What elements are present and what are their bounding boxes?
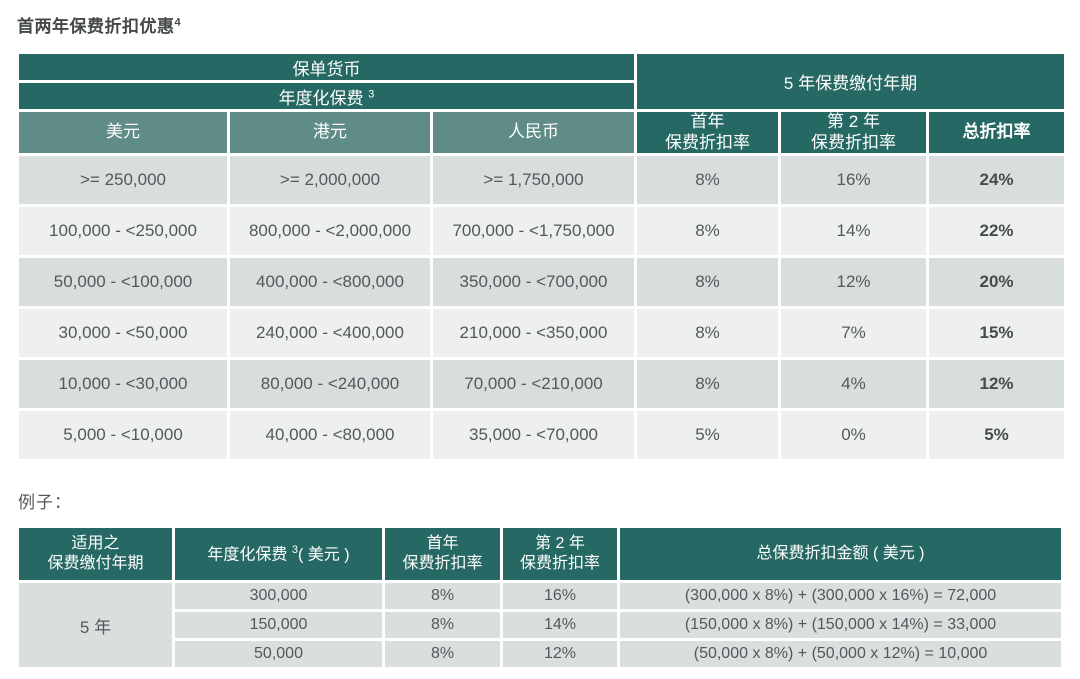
cell-rmb-range: >= 1,750,000 [430,153,637,208]
cell-usd-range: 5,000 - <10,000 [16,408,230,463]
header-annualized-premium: 年度化保费 3 [16,80,637,112]
cell-first-year-rate: 8% [634,153,781,208]
header-applicable-term-line2: 保费缴付年期 [47,555,144,573]
table-row: 5,000 - <10,000 40,000 - <80,000 35,000 … [16,408,1068,463]
page-title-footnote: 4 [174,16,182,29]
header-second-year-rate: 第 2 年 保费折扣率 [500,525,620,584]
cell-hkd-range: 40,000 - <80,000 [227,408,433,463]
table-row: 50,000 - <100,000 400,000 - <800,000 350… [16,255,1068,310]
cell-rmb-range: 350,000 - <700,000 [430,255,637,310]
table-header-row: 保单货币 5 年保费缴付年期 [16,51,1068,112]
cell-usd-range: 30,000 - <50,000 [16,306,230,361]
cell-rmb-range: 700,000 - <1,750,000 [430,204,637,259]
header-first-year-rate: 首年 保费折扣率 [634,108,781,157]
cell-total-rate: 5% [925,408,1068,463]
cell-second-year-rate: 16% [778,153,929,208]
cell-premium: 50,000 [172,638,385,671]
table-row: >= 250,000 >= 2,000,000 >= 1,750,000 8% … [16,153,1068,208]
cell-second-year-rate: 12% [500,638,620,671]
header-usd: 美元 [16,108,230,157]
page-title: 首两年保费折扣优惠4 [17,12,1064,37]
cell-total-rate: 22% [925,204,1068,259]
cell-total-rate: 20% [925,255,1068,310]
cell-total-rate: 24% [925,153,1068,208]
header-second-year-line2: 保费折扣率 [811,132,896,152]
cell-hkd-range: 240,000 - <400,000 [227,306,433,361]
header-second-year-line2: 保费折扣率 [519,555,600,573]
cell-usd-range: 10,000 - <30,000 [16,357,230,412]
header-total-rate: 总折扣率 [925,108,1068,157]
header-first-year-line2: 保费折扣率 [402,555,483,573]
cell-discount-formula: (150,000 x 8%) + (150,000 x 14%) = 33,00… [617,609,1064,642]
header-annualized-premium-text: 年度化保费 [207,546,288,564]
example-label: 例子： [18,493,72,513]
header-annualized-premium-footnote: 3 [291,543,299,556]
cell-second-year-rate: 7% [778,306,929,361]
header-first-year-rate: 首年 保费折扣率 [382,525,503,584]
table-header-row: 适用之 保费缴付年期 年度化保费 3( 美元 ) 首年 保费折扣率 第 2 年 … [16,525,1064,584]
table-row: 30,000 - <50,000 240,000 - <400,000 210,… [16,306,1068,361]
cell-discount-formula: (300,000 x 8%) + (300,000 x 16%) = 72,00… [617,580,1064,613]
header-first-year-line1: 首年 [690,112,725,131]
header-applicable-term-line1: 适用之 [71,535,120,553]
example-table: 适用之 保费缴付年期 年度化保费 3( 美元 ) 首年 保费折扣率 第 2 年 … [16,525,1064,671]
cell-first-year-rate: 8% [634,306,781,361]
cell-second-year-rate: 14% [778,204,929,259]
table-header-row: 年度化保费 3 [16,80,1066,112]
header-second-year-line1: 第 2 年 [827,112,880,131]
cell-hkd-range: 80,000 - <240,000 [227,357,433,412]
cell-rmb-range: 35,000 - <70,000 [430,408,637,463]
header-total-discount-amount: 总保费折扣金额 ( 美元 ) [617,525,1064,584]
cell-second-year-rate: 0% [778,408,929,463]
cell-discount-formula: (50,000 x 8%) + (50,000 x 12%) = 10,000 [617,638,1064,671]
cell-usd-range: 100,000 - <250,000 [16,204,230,259]
table-header-row: 美元 港元 人民币 首年 保费折扣率 第 2 年 保费折扣率 总折扣率 [16,108,1068,157]
header-applicable-term: 适用之 保费缴付年期 [16,525,175,584]
cell-total-rate: 15% [925,306,1068,361]
cell-first-year-rate: 8% [382,609,503,642]
cell-payment-term: 5 年 [16,580,175,671]
header-hkd: 港元 [227,108,433,157]
table-row: 50,000 8% 12% (50,000 x 8%) + (50,000 x … [18,638,1064,671]
header-rmb: 人民币 [430,108,637,157]
header-annualized-premium-usd: 年度化保费 3( 美元 ) [172,525,385,584]
cell-first-year-rate: 8% [634,204,781,259]
header-policy-currency: 保单货币 [16,51,637,83]
header-annualized-premium-text: 年度化保费 [278,88,364,108]
cell-usd-range: 50,000 - <100,000 [16,255,230,310]
header-first-year-line2: 保费折扣率 [665,132,750,152]
header-annualized-premium-unit: ( 美元 ) [298,546,350,564]
header-payment-term: 5 年保费缴付年期 [633,51,1068,112]
cell-rmb-range: 70,000 - <210,000 [430,357,637,412]
cell-second-year-rate: 4% [778,357,929,412]
cell-second-year-rate: 14% [500,609,620,642]
cell-first-year-rate: 8% [634,357,781,412]
cell-usd-range: >= 250,000 [16,153,230,208]
cell-premium: 300,000 [172,580,385,613]
cell-first-year-rate: 5% [634,408,781,463]
header-first-year-line1: 首年 [426,535,459,553]
cell-second-year-rate: 16% [500,580,620,613]
table-row: 5 年 300,000 8% 16% (300,000 x 8%) + (300… [16,580,1064,671]
table-row: 10,000 - <30,000 80,000 - <240,000 70,00… [16,357,1068,412]
table-row: 150,000 8% 14% (150,000 x 8%) + (150,000… [18,609,1064,642]
cell-first-year-rate: 8% [382,580,503,613]
page-title-text: 首两年保费折扣优惠 [17,17,175,36]
header-annualized-premium-footnote: 3 [368,87,375,100]
cell-premium: 150,000 [172,609,385,642]
cell-second-year-rate: 12% [778,255,929,310]
table-row: 100,000 - <250,000 800,000 - <2,000,000 … [16,204,1068,259]
cell-hkd-range: 400,000 - <800,000 [227,255,433,310]
cell-total-rate: 12% [925,357,1068,412]
discount-table: 保单货币 5 年保费缴付年期 年度化保费 3 美元 港元 人民币 首年 保费折扣… [16,51,1068,463]
cell-first-year-rate: 8% [382,638,503,671]
header-second-year-line1: 第 2 年 [535,535,585,553]
header-second-year-rate: 第 2 年 保费折扣率 [778,108,929,157]
cell-rmb-range: 210,000 - <350,000 [430,306,637,361]
cell-first-year-rate: 8% [634,255,781,310]
cell-hkd-range: 800,000 - <2,000,000 [227,204,433,259]
cell-hkd-range: >= 2,000,000 [227,153,433,208]
